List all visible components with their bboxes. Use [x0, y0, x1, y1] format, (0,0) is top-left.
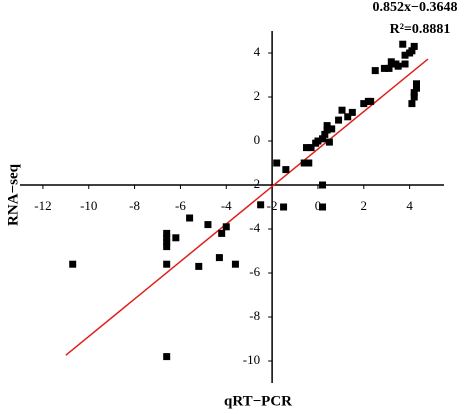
point: [401, 51, 409, 59]
point: [302, 144, 310, 152]
point: [307, 144, 315, 152]
point: [328, 125, 336, 133]
x-tick-label: -6: [175, 198, 186, 213]
y-tick-label: 0: [254, 132, 261, 147]
point: [380, 64, 388, 72]
point: [338, 106, 346, 114]
y-tick-label: -8: [249, 308, 260, 323]
x-tick-label: -10: [80, 198, 97, 213]
point: [163, 353, 171, 361]
point: [319, 181, 327, 189]
fit-line: [65, 58, 429, 356]
y-tick-label: 2: [254, 176, 261, 191]
point: [282, 166, 290, 174]
point: [195, 262, 203, 270]
point: [163, 234, 171, 242]
point: [186, 214, 194, 222]
y-tick-label: 4: [254, 44, 261, 59]
x-tick-label: 0: [315, 198, 322, 213]
r-squared: R²=0.8881: [390, 22, 451, 37]
point: [319, 135, 327, 143]
point: [394, 62, 402, 70]
point: [399, 40, 407, 48]
point: [300, 159, 308, 167]
point: [163, 243, 171, 251]
point: [163, 238, 171, 246]
point: [344, 113, 352, 121]
x-tick-label: -12: [34, 198, 51, 213]
point: [69, 260, 77, 268]
point: [323, 126, 331, 134]
point: [412, 84, 420, 92]
point: [204, 221, 212, 229]
point: [273, 159, 281, 167]
point: [257, 201, 265, 209]
point: [348, 108, 356, 116]
x-tick-label: -8: [129, 198, 140, 213]
point: [335, 116, 343, 124]
point: [385, 64, 393, 72]
x-tick-label: -4: [221, 198, 232, 213]
y-tick-label: -6: [249, 264, 260, 279]
point: [367, 97, 375, 105]
x-axis-title: qRT−PCR: [224, 393, 292, 409]
point: [314, 137, 322, 145]
point: [360, 100, 368, 108]
point: [410, 89, 418, 97]
point: [163, 260, 171, 268]
point: [222, 223, 230, 231]
x-tick-label: -2: [267, 198, 278, 213]
y-tick-label: 2: [254, 88, 261, 103]
point: [321, 130, 329, 138]
point: [305, 159, 313, 167]
point: [371, 67, 379, 75]
y-axis-title: RNA−seq: [5, 163, 21, 226]
point: [410, 93, 418, 101]
point: [218, 229, 226, 237]
equation: 0.852x−0.3648: [373, 0, 458, 15]
point: [319, 203, 327, 211]
point: [387, 58, 395, 66]
x-tick-label: 4: [406, 198, 413, 213]
point: [325, 138, 333, 146]
point: [410, 42, 418, 50]
point: [163, 229, 171, 237]
point: [280, 203, 288, 211]
point: [408, 100, 416, 108]
point: [172, 234, 180, 242]
y-tick-label: -10: [243, 352, 260, 367]
point: [408, 47, 416, 55]
point: [323, 122, 331, 130]
point: [401, 60, 409, 68]
x-tick-label: 2: [361, 198, 368, 213]
y-tick-label: -4: [249, 220, 260, 235]
point: [215, 254, 223, 262]
point: [412, 80, 420, 88]
point: [231, 260, 239, 268]
